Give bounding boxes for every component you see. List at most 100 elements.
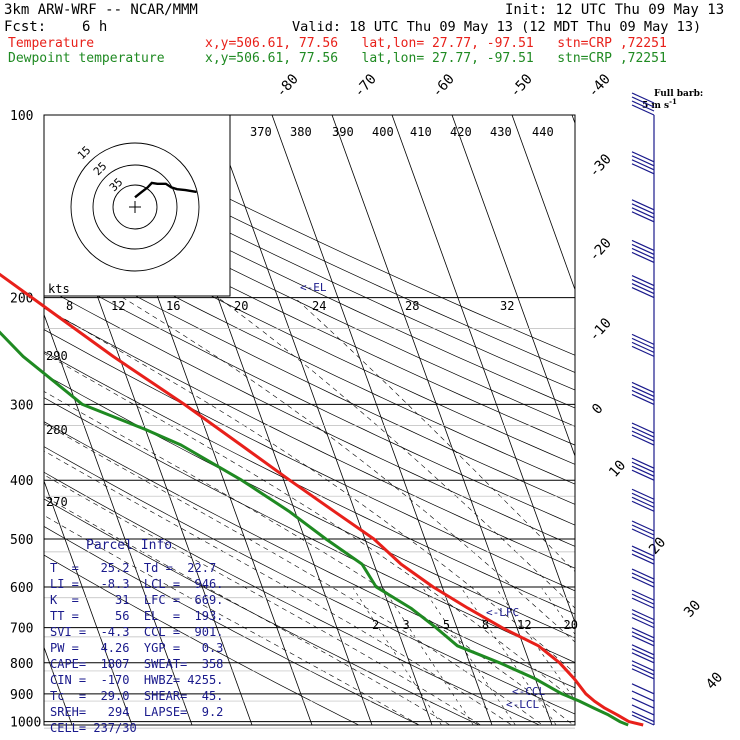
isotherm-line (271, 115, 493, 725)
hodograph-ring (92, 164, 178, 250)
theta-label: 270 (46, 495, 68, 509)
dry-adiabat (44, 286, 575, 547)
isotherm-label: -30 (586, 151, 615, 181)
wind-barb (631, 545, 655, 557)
hodograph-axis-label: 24 (312, 299, 326, 313)
wind-barb (631, 159, 655, 171)
pressure-tick-label: 1000 (10, 716, 41, 731)
parcel-info-row: K = 31 LFC = 669. (50, 593, 224, 607)
wind-barb (631, 104, 655, 116)
mixing-ratio-label: 5 (443, 618, 450, 632)
pressure-tick-label: 100 (10, 109, 33, 124)
isotherm-label: -60 (429, 71, 458, 101)
wind-barb (631, 524, 655, 536)
wind-barb (631, 644, 655, 656)
mixing-ratio-line (461, 588, 557, 725)
mixing-ratio-label: 3 (403, 618, 410, 632)
pressure-tick-label: 400 (10, 474, 33, 489)
dry-adiabat (44, 137, 575, 391)
mixing-ratio-label: 2 (372, 618, 379, 632)
wind-barb (631, 283, 655, 295)
wind-barb (631, 461, 655, 473)
wind-barb (631, 690, 655, 702)
wind-barbs (631, 92, 655, 726)
wind-barb (631, 426, 655, 438)
wind-barb (631, 664, 655, 676)
header-model: 3km ARW-WRF -- NCAR/MMM (4, 2, 198, 18)
wind-barb (631, 100, 655, 112)
plot-frame (43, 114, 576, 726)
isotherm-line (44, 313, 193, 725)
wind-barb (631, 163, 655, 175)
temperature-line (0, 272, 644, 727)
mixing-ratio-line (422, 588, 516, 725)
wind-barb (631, 549, 655, 561)
isotherm-label: 40 (703, 669, 726, 692)
level-marker-lcl: <-LCL (506, 698, 539, 711)
legend-dewpoint-label: Dewpoint temperature (8, 51, 165, 66)
wind-barb (631, 589, 655, 601)
isotherm-line (632, 115, 740, 725)
wind-barb (631, 275, 655, 287)
dry-adiabat (44, 227, 575, 485)
dewpoint-line (0, 330, 629, 727)
dry-adiabat (44, 498, 480, 725)
wind-barb (631, 553, 655, 565)
dry-adiabat (44, 471, 541, 725)
isotherm-line (451, 115, 575, 458)
wind-barb (631, 488, 655, 500)
parcel-info-row: T = 25.2 Td = 22.7 (50, 561, 217, 575)
wind-barb (631, 465, 655, 477)
dry-adiabat (44, 421, 575, 689)
wind-barb (631, 683, 655, 695)
theta-label: 290 (46, 349, 68, 363)
header-fcst-value: 6 h (82, 19, 108, 35)
dry-adiabat (44, 266, 575, 526)
plot-border (43, 114, 576, 726)
parcel-info-title: Parcel Info (86, 538, 173, 553)
pressure-tick-label: 900 (10, 688, 33, 703)
wind-barb (631, 151, 655, 163)
hodograph-frame (43, 114, 231, 297)
hodograph-ring (70, 142, 200, 272)
isotherm-label: -80 (273, 71, 302, 101)
isotherm-label: 30 (681, 597, 704, 620)
wind-barb (631, 457, 655, 469)
parcel-info-row: TT = 56 EL = 193. (50, 609, 224, 623)
wind-barb (631, 617, 655, 629)
mixing-ratio-lines (353, 588, 575, 725)
hodograph-axis-label: 20 (234, 299, 248, 313)
dry-adiabat (44, 154, 575, 409)
wind-barb (631, 711, 655, 723)
isotherm-label: -40 (585, 71, 614, 101)
hodograph-axis-label: 28 (405, 299, 419, 313)
wind-barb (631, 333, 655, 345)
parcel-info-row: SVI = -4.3 CCL = 901. (50, 625, 224, 639)
wind-barb (631, 389, 655, 401)
pressure-tick-label: 600 (10, 581, 33, 596)
wind-barb (631, 704, 655, 716)
pressure-tick-label: 300 (10, 398, 33, 413)
dry-adiabat (44, 446, 575, 715)
mixing-ratio-line (353, 588, 442, 725)
dry-adiabat (44, 397, 575, 663)
wind-barb (631, 393, 655, 405)
wind-barb (631, 239, 655, 251)
barb-legend-unit: 5 m s (642, 101, 670, 111)
wind-barb (631, 279, 655, 291)
isotherm-line (391, 115, 575, 624)
isotherm-label: -70 (351, 71, 380, 101)
wind-barb (631, 652, 655, 664)
mixing-ratio-label: 8 (482, 618, 489, 632)
isotherm-line (44, 479, 133, 725)
wind-barb (631, 430, 655, 442)
dry-adiabat (44, 554, 360, 725)
wind-barb (631, 631, 655, 643)
pressure-tick-label: 700 (10, 622, 33, 637)
theta-label: 280 (46, 423, 68, 437)
header-valid: Valid: 18 UTC Thu 09 May 13 (12 MDT Thu … (292, 19, 702, 35)
parcel-level-markers: <-EL <-LFC <-CCL<-LCL (300, 281, 545, 711)
level-marker-ccl: <-CCL (512, 685, 545, 698)
dry-adiabat (44, 172, 575, 427)
mixing-ratio-line (541, 588, 575, 635)
